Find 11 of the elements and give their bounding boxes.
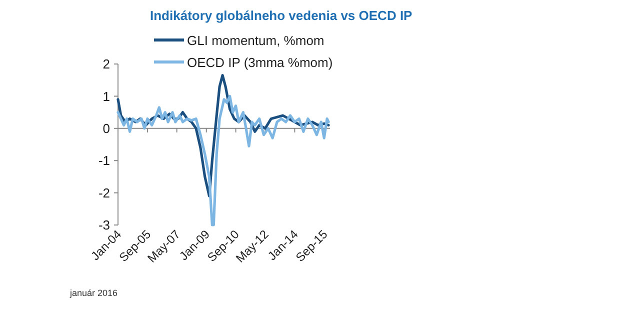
y-tick-label: -2: [98, 185, 110, 200]
y-tick-label: -3: [98, 218, 110, 233]
legend-label: OECD IP (3mma %mom): [187, 55, 333, 70]
y-tick-label: 2: [102, 56, 110, 72]
y-tick-label: -1: [98, 153, 110, 168]
text: január 2016: [69, 288, 118, 298]
legend-label: GLI momentum, %mom: [187, 33, 324, 48]
y-tick-label: 0: [102, 120, 110, 136]
line-series: [116, 94, 330, 226]
y-tick-label: 1: [102, 88, 110, 104]
chart-title: Indikátory globálneho vedenia vs OECD IP: [150, 8, 413, 23]
